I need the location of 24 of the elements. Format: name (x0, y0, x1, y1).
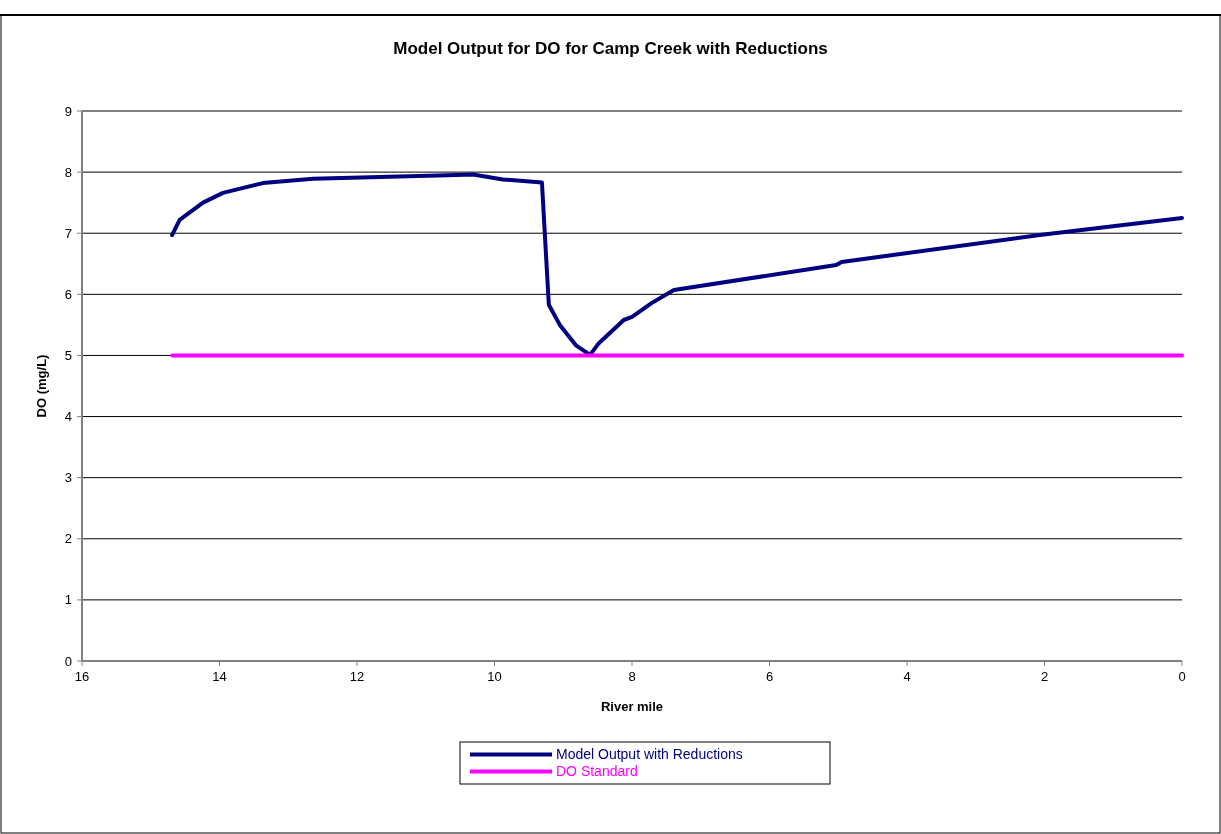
x-tick-label: 2 (1040, 669, 1049, 684)
x-tick-label: 12 (349, 669, 365, 684)
y-tick-label: 6 (64, 286, 72, 302)
y-tick-label: 1 (64, 592, 72, 608)
y-tick-label: 0 (64, 653, 72, 669)
x-tick-label: 6 (765, 669, 774, 684)
x-tick-label: 4 (903, 669, 911, 684)
text: Model Output with Reductions (556, 746, 743, 763)
y-tick-label: 2 (64, 531, 72, 547)
y-axis-title: DO (mg/L) (34, 354, 49, 418)
y-tick-label: 7 (64, 225, 72, 241)
y-tick-label: 5 (64, 347, 72, 363)
y-tick-label: 3 (64, 470, 72, 486)
text: DO Standard (556, 763, 638, 780)
x-tick-label: 14 (212, 669, 227, 684)
x-tick-label: 0 (1178, 669, 1186, 684)
x-tick-label: 16 (74, 669, 90, 684)
y-tick-label: 8 (64, 164, 72, 180)
chart-title: Model Output for DO for Camp Creek with Reductions (393, 39, 828, 58)
y-tick-label: 4 (64, 409, 72, 425)
y-tick-label: 9 (64, 103, 72, 119)
x-tick-label: 10 (487, 669, 502, 684)
x-axis-title: River mile (600, 699, 664, 714)
x-tick-label: 8 (628, 669, 636, 684)
